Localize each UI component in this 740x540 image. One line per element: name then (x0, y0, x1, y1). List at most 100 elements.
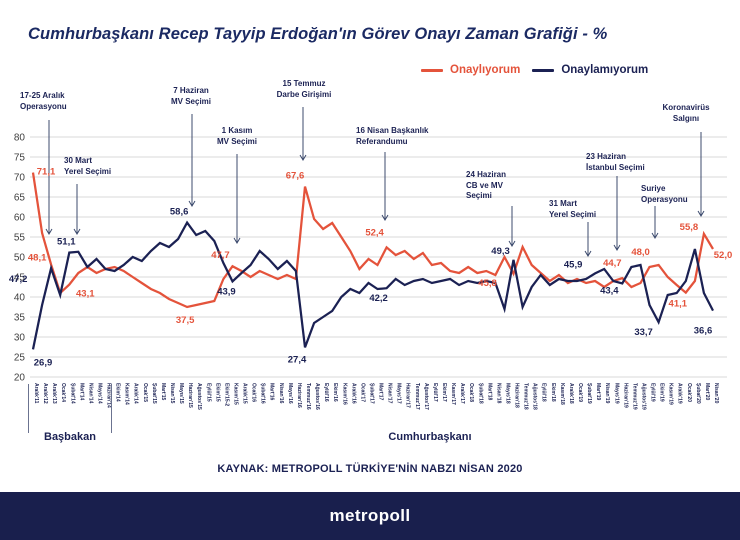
annotation-arrowhead-icon (381, 214, 389, 221)
x-axis-tick-label: Aralık'14 (133, 383, 139, 404)
data-point-label: 47,2 (9, 274, 28, 285)
x-axis-tick-label: Ocak'20 (686, 383, 692, 402)
x-axis-tick-label: Temmuz'18 (523, 383, 529, 410)
data-point-label: 47,7 (211, 250, 230, 261)
x-axis-tick-label: Mayıs'15 (178, 383, 184, 404)
data-point-label: 43,4 (600, 285, 619, 296)
data-point-label: 49,3 (491, 246, 510, 257)
x-axis-tick-label: Aralık'13 (51, 383, 57, 404)
x-axis-tick-label: Mayıs'18 (504, 383, 510, 404)
x-axis-tick-label: Nisan'14 (87, 383, 93, 404)
x-axis-tick-label: Ekim'15 (214, 383, 220, 402)
annotation-arrowhead-icon (73, 228, 81, 235)
x-axis-tick-label: Mayıs'17 (396, 383, 402, 404)
x-axis-tick-label: Mayıs'16 (287, 383, 293, 404)
y-axis-tick-label: 60 (14, 213, 26, 224)
annotation-arrowhead-icon (299, 154, 307, 161)
annotation-arrowhead-icon (697, 210, 705, 217)
data-point-label: 55,8 (680, 222, 699, 233)
x-axis-tick-label: Nisan'19 (604, 383, 610, 404)
x-axis-tick-label: Aralık'18 (568, 383, 574, 404)
x-axis-tick-label: Ekim'17 (441, 383, 447, 402)
x-axis-tick-label: Ekim'14 (115, 383, 121, 402)
x-axis-tick-label: Mart'19 (595, 383, 601, 401)
data-point-label: 43,9 (217, 286, 236, 297)
legend-approve-label: Onaylıyorum (450, 64, 521, 76)
x-axis-tick-label: Nisan'18 (495, 383, 501, 404)
chart-title: Cumhurbaşkanı Recep Tayyip Erdoğan'ın Gö… (28, 25, 608, 43)
x-axis-tick-label: Şubat'17 (368, 383, 374, 404)
x-axis-tick-label: Mayıs'19 (613, 383, 619, 404)
x-axis-tick-label: Nisan'17 (387, 383, 393, 404)
annotation-arrowhead-icon (188, 200, 196, 207)
x-axis-tick-label: Aralık'19 (677, 383, 683, 404)
disapprove-line-swatch-icon (532, 68, 555, 72)
x-axis-tick-label: Ağustos'18 (532, 383, 538, 410)
section-label: Başbakan (44, 431, 96, 443)
series-line-disapprove (31, 220, 714, 350)
x-axis-tick-label: Ocak'19 (577, 383, 583, 402)
data-point-label: 27,4 (288, 354, 307, 365)
annotation-arrowhead-icon (508, 240, 516, 247)
data-point-label: 52,0 (714, 250, 733, 261)
x-axis-tick-label: Ocak'14 (60, 383, 66, 402)
x-axis-tick-label: Mart'17 (378, 383, 384, 401)
data-point-label: 51,1 (57, 237, 76, 248)
x-axis-tick-label: Ağustos'16 (314, 383, 320, 410)
y-axis-tick-label: 75 (14, 153, 26, 164)
x-axis-tick-label: Kasım'19 (668, 383, 674, 405)
x-axis-tick-label: Şubat'18 (477, 383, 483, 404)
x-axis-tick-label: Ağustos'19 (640, 383, 646, 410)
y-axis-tick-label: 40 (14, 293, 26, 304)
x-axis-tick-label: Haziran'15 (187, 383, 193, 408)
x-axis-tick-label: Ekim'16 (332, 383, 338, 402)
data-point-label: 45,9 (564, 259, 583, 270)
series-line-approve (31, 172, 714, 309)
data-point-label: 37,5 (176, 315, 195, 326)
x-axis-tick-label: Mart'18 (486, 383, 492, 401)
x-axis-tick-label: Şubat'14 (69, 383, 75, 404)
x-axis-tick-label: Mart'20 (704, 383, 710, 401)
x-axis-tick-label: Eylül'16 (323, 383, 329, 402)
y-axis-tick-label: 65 (14, 193, 26, 204)
x-axis-tick-label: Kasım'17 (450, 383, 456, 405)
data-point-label: 42,2 (369, 293, 388, 304)
data-point-label: 41,1 (669, 299, 688, 310)
annotation-arrowhead-icon (613, 244, 621, 251)
annotation-arrowhead-icon (651, 232, 659, 239)
x-axis-tick-label: Ekim'15-2 (223, 383, 229, 406)
y-axis-tick-label: 55 (14, 233, 26, 244)
x-axis-tick-label: Kasım'15 (232, 383, 238, 405)
legend-disapprove-label: Onaylamıyorum (561, 64, 649, 76)
data-point-label: 26,9 (34, 357, 53, 368)
data-point-label: 43,1 (76, 289, 95, 300)
x-axis-tick-label: Ocak'17 (359, 383, 365, 402)
y-axis-tick-label: 20 (14, 373, 26, 384)
x-axis-tick-label: Ocak'18 (468, 383, 474, 402)
x-axis-tick-label: Ocak'15 (142, 383, 148, 402)
section-label: Cumhurbaşkanı (388, 431, 471, 443)
data-point-label: 52,4 (365, 227, 384, 238)
x-axis-tick-label: Kasım'14 (124, 383, 130, 405)
annotation-arrowhead-icon (233, 237, 241, 244)
data-point-label: 45,8 (478, 278, 497, 289)
data-point-label: 48,0 (631, 247, 650, 258)
x-axis-tick-label: Haziran'17 (405, 383, 411, 408)
x-axis-tick-label: Haziran'18 (514, 383, 520, 408)
x-axis-tick-label: Aralık'16 (350, 383, 356, 404)
x-axis-tick-label: Nisan'20 (713, 383, 719, 404)
y-axis-tick-label: 45 (14, 273, 26, 284)
y-axis-tick-label: 70 (14, 173, 26, 184)
y-axis-tick-label: 35 (14, 313, 26, 324)
x-axis-tick-label: Şubat'19 (586, 383, 592, 404)
brand-bar: metropoll (0, 492, 740, 540)
x-axis-tick-label: Ekim'18 (550, 383, 556, 402)
data-point-label: 36,6 (694, 326, 713, 337)
x-axis-tick-label: Aralık'15 (242, 383, 248, 404)
source-note: KAYNAK: METROPOLL TÜRKİYE'NİN NABZI NİSA… (217, 463, 523, 475)
x-axis-tick-label: Eylül'17 (432, 383, 438, 402)
x-axis-tick-label: Aralık'17 (459, 383, 465, 404)
data-point-label: 67,6 (286, 171, 305, 182)
